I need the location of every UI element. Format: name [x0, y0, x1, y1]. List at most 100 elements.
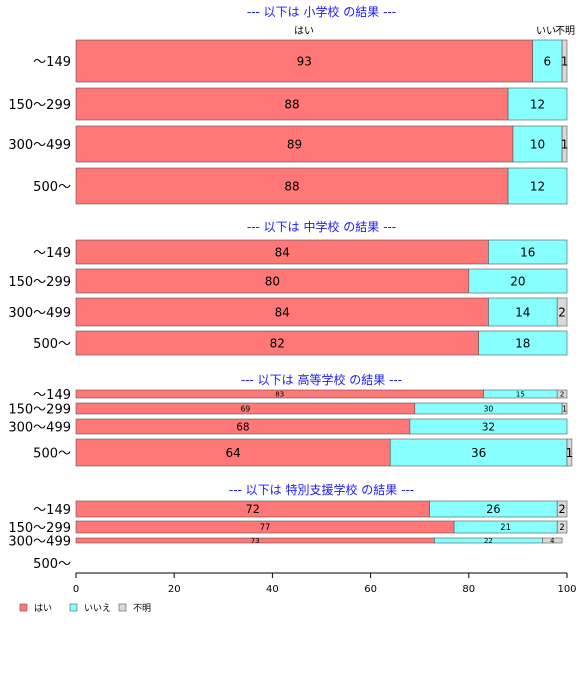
- bar-segment-unknown: [556, 297, 568, 327]
- legend: はい いいえ 不明: [19, 603, 151, 614]
- column-header-unknown: 不明: [555, 25, 575, 37]
- section-title: --- 以下は 中学校 の結果 ---: [247, 219, 396, 234]
- legend-swatch-unknown: [118, 603, 127, 612]
- bar-segment-yes: [75, 125, 514, 163]
- bar-segment-no: [389, 438, 568, 467]
- data-label-yes: 69: [240, 404, 250, 413]
- legend-swatch-no: [69, 603, 78, 612]
- data-label-yes: 84: [275, 305, 290, 319]
- section-1: --- 以下は 小学校 の結果 --- ～149 93 6 1 150～299 88 12 30…: [8, 4, 569, 205]
- section-title: --- 以下は 高等学校 の結果 ---: [241, 372, 402, 387]
- section-3: --- 以下は 高等学校 の結果 --- ～149 83 15 2 150～299 69 30…: [8, 372, 574, 467]
- category-label: 150～299: [8, 521, 71, 536]
- bar-segment-yes: [75, 330, 479, 356]
- data-label-no: 12: [530, 97, 545, 111]
- bar-segment-no: [468, 268, 568, 294]
- section-4: --- 以下は 特別支援学校 の結果 --- ～149 72 26 2 150～299 77…: [8, 482, 568, 572]
- data-label-yes: 80: [265, 274, 280, 288]
- column-header-no: いい: [536, 26, 556, 37]
- bar-segment-yes: [75, 297, 489, 327]
- data-label-no: 21: [500, 522, 511, 532]
- section-title: --- 以下は 特別支援学校 の結果 ---: [229, 482, 414, 497]
- category-label: ～149: [33, 246, 71, 261]
- section-2: --- 以下は 中学校 の結果 --- ～149 84 16 150～299 80 20 30…: [8, 219, 568, 356]
- data-label-yes: 88: [284, 179, 299, 193]
- bar-segment-unknown: [556, 520, 568, 534]
- legend-swatch-yes: [19, 603, 28, 612]
- bar-segment-unknown: [542, 537, 563, 544]
- category-label: ～149: [33, 503, 71, 518]
- data-label-yes: 93: [297, 54, 312, 68]
- legend-label-no: いいえ: [84, 603, 111, 614]
- bar-segment-no: [532, 39, 563, 83]
- bar-segment-no: [488, 297, 558, 327]
- data-label-unknown: 2: [558, 305, 566, 319]
- x-tick-label: 40: [266, 584, 279, 595]
- category-label: 500～: [33, 557, 71, 572]
- data-label-no: 10: [530, 137, 545, 151]
- x-tick-label: 0: [73, 584, 79, 595]
- data-label-no: 36: [471, 446, 486, 460]
- bar-segment-no: [507, 167, 568, 205]
- category-label: 150～299: [8, 275, 71, 290]
- bar-segment-yes: [75, 167, 509, 205]
- bar-segment-no: [488, 239, 568, 265]
- bar-segment-unknown: [556, 500, 568, 518]
- data-label-unknown: 2: [560, 391, 564, 399]
- category-label: 150～299: [8, 98, 71, 113]
- data-label-unknown: 1: [562, 404, 567, 413]
- data-label-unknown: 4: [550, 537, 555, 545]
- legend-label-unknown: 不明: [133, 603, 151, 614]
- category-label: 300～499: [8, 535, 71, 550]
- data-label-unknown: 1: [566, 446, 574, 460]
- column-header-yes: はい: [294, 25, 314, 37]
- bar-segment-unknown: [566, 438, 573, 467]
- data-label-yes: 68: [236, 421, 249, 433]
- bar-segment-unknown: [556, 389, 568, 399]
- data-label-no: 30: [484, 404, 494, 413]
- category-label: ～149: [33, 388, 71, 403]
- data-label-unknown: 1: [561, 54, 569, 68]
- data-label-yes: 64: [225, 446, 240, 460]
- category-label: 300～499: [8, 421, 71, 436]
- data-label-no: 12: [530, 179, 545, 193]
- bar-segment-unknown: [561, 39, 568, 83]
- data-label-yes: 84: [275, 245, 290, 259]
- bar-segment-no: [512, 125, 563, 163]
- category-label: 300～499: [8, 306, 71, 321]
- category-label: ～149: [33, 55, 71, 70]
- data-label-yes: 77: [260, 522, 271, 532]
- bar-segment-no: [478, 330, 568, 356]
- x-tick-label: 100: [557, 584, 576, 595]
- data-label-no: 16: [520, 245, 535, 259]
- bar-segment-no: [409, 418, 568, 435]
- data-label-yes: 83: [275, 391, 284, 399]
- data-label-unknown: 2: [559, 522, 564, 532]
- data-label-no: 20: [510, 274, 525, 288]
- data-label-no: 15: [516, 391, 525, 399]
- legend-label-yes: はい: [34, 603, 52, 614]
- data-label-no: 22: [484, 537, 493, 545]
- data-label-no: 32: [482, 421, 495, 433]
- bar-segment-unknown: [561, 402, 568, 415]
- bar-segment-yes: [75, 39, 533, 83]
- bar-segment-unknown: [561, 125, 568, 163]
- section-title: --- 以下は 小学校 の結果 ---: [247, 4, 396, 19]
- data-label-no: 18: [515, 336, 530, 350]
- x-tick-label: 20: [168, 584, 181, 595]
- category-label: 150～299: [8, 403, 71, 418]
- x-tick-label: 60: [364, 584, 377, 595]
- data-label-no: 14: [515, 305, 530, 319]
- category-label: 500～: [33, 337, 71, 352]
- category-label: 500～: [33, 447, 71, 462]
- category-label: 300～499: [8, 138, 71, 153]
- data-label-yes: 88: [284, 97, 299, 111]
- data-label-no: 6: [544, 54, 552, 68]
- x-axis: 0 20 40 60 80 100: [73, 572, 577, 595]
- data-label-yes: 73: [251, 537, 260, 545]
- data-label-unknown: 2: [559, 503, 566, 516]
- category-label: 500～: [33, 180, 71, 195]
- bar-segment-no: [507, 87, 568, 121]
- x-tick-label: 80: [462, 584, 475, 595]
